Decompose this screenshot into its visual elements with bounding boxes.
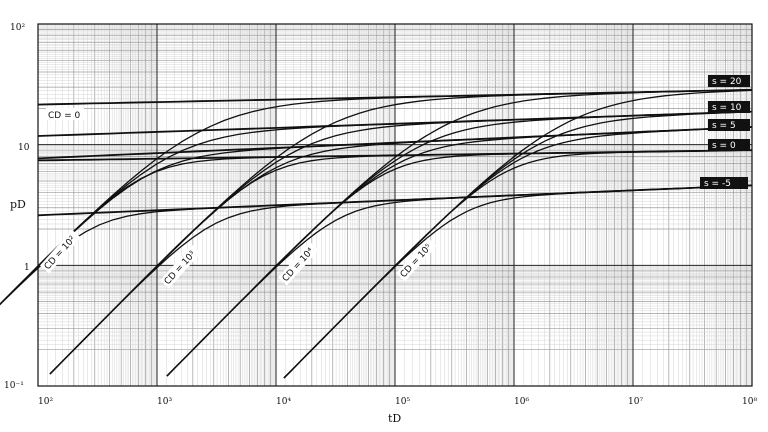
storage-curve-cd100000-s-5	[283, 184, 753, 379]
x-tick-label-1e5: 10⁵	[395, 397, 410, 407]
cd-label-bg-1e5	[395, 237, 438, 282]
plot-frame	[37, 23, 753, 387]
x-tick-label-1e4: 10⁴	[276, 397, 291, 407]
x-tick-labels: 10² 10³ 10⁴ 10⁵ 10⁶ 10⁷ 10⁸	[38, 397, 757, 407]
skin-label-bg-10	[708, 101, 750, 113]
storage-curve-cd100-s10	[0, 110, 753, 306]
skin-label-10: s = 10	[712, 103, 742, 113]
x-tick-label-1e2: 10²	[38, 397, 53, 407]
cd-label-bg-1e3	[159, 244, 202, 289]
storage-curve-cd100000-s0	[283, 149, 753, 379]
skin-label-bg-minus5	[700, 177, 748, 189]
x-tick-label-1e7: 10⁷	[628, 397, 643, 407]
y-tick-label-1: 1	[24, 263, 30, 273]
y-tick-label-10: 10	[18, 143, 30, 153]
skin-label-bg-20	[708, 75, 750, 87]
x-tick-label-1e3: 10³	[157, 397, 172, 407]
skin-label-bg-0	[708, 139, 750, 151]
storage-curve-cd100-s-5	[0, 184, 753, 306]
cd-label-bg-1e2	[39, 229, 82, 274]
cd-label-0: CD = 0	[48, 111, 80, 121]
major-grid	[37, 24, 752, 387]
skin-label-20: s = 20	[712, 77, 742, 87]
y-tick-labels: 10⁻¹ 1 10 10²	[4, 23, 30, 391]
x-tick-label-1e8: 10⁸	[742, 397, 757, 407]
x-tick-label-1e6: 10⁶	[514, 397, 529, 407]
storage-curve-cd100000-s20	[283, 89, 753, 379]
skin-label-0: s = 0	[712, 141, 736, 151]
skin-label-bg-5	[708, 119, 750, 131]
cd-label-bg-0	[46, 108, 84, 120]
storage-curve-cd1000-s5	[49, 126, 753, 375]
cd-label-bg-1e4	[277, 241, 320, 286]
skin-label-minus5: s = -5	[704, 179, 731, 189]
y-tick-label-1e-1: 10⁻¹	[4, 381, 24, 391]
skin-labels: s = 20 s = 10 s = 5 s = 0 s = -5	[700, 75, 750, 189]
storage-curve-cd100-s0	[0, 149, 753, 305]
storage-curve-cd100-s5	[0, 126, 753, 306]
y-tick-label-1e2: 10²	[10, 23, 25, 33]
skin-label-5: s = 5	[712, 121, 736, 131]
y-axis-label: pD	[10, 198, 26, 211]
x-axis-label: tD	[388, 412, 401, 425]
